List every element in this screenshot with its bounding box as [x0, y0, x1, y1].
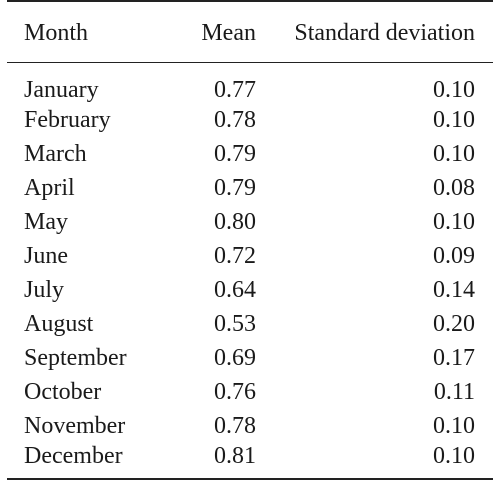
cell-month: October: [24, 379, 102, 405]
cell-mean: 0.53: [214, 311, 256, 337]
cell-standard-deviation: 0.11: [433, 379, 475, 405]
statistics-table-container: Month Mean Standard deviation January 0.…: [7, 0, 493, 480]
cell-mean: 0.78: [214, 107, 256, 133]
table-body: January 0.77 0.10 February 0.78 0.10 Mar…: [7, 63, 493, 479]
table-row: April 0.79 0.08: [7, 171, 493, 205]
table-row: January 0.77 0.10: [7, 63, 493, 104]
cell-month: February: [24, 107, 111, 133]
table-row: March 0.79 0.10: [7, 137, 493, 171]
cell-mean: 0.64: [214, 277, 256, 303]
cell-month: January: [24, 77, 99, 103]
cell-mean: 0.80: [214, 209, 256, 235]
table-row: May 0.80 0.10: [7, 205, 493, 239]
cell-month: September: [24, 345, 127, 371]
cell-standard-deviation: 0.10: [433, 107, 475, 133]
cell-mean: 0.79: [214, 175, 256, 201]
cell-standard-deviation: 0.10: [433, 77, 475, 103]
table-row: June 0.72 0.09: [7, 239, 493, 273]
cell-month: March: [24, 141, 87, 167]
table-row: July 0.64 0.14: [7, 273, 493, 307]
cell-standard-deviation: 0.08: [433, 175, 475, 201]
table-row: August 0.53 0.20: [7, 307, 493, 341]
cell-mean: 0.69: [214, 345, 256, 371]
cell-standard-deviation: 0.10: [433, 443, 475, 469]
header-standard-deviation: Standard deviation: [294, 19, 475, 46]
table-row: October 0.76 0.11: [7, 375, 493, 409]
table-row: September 0.69 0.17: [7, 341, 493, 375]
cell-month: May: [24, 209, 68, 235]
cell-standard-deviation: 0.10: [433, 209, 475, 235]
header-row: Month Mean Standard deviation: [7, 1, 493, 63]
cell-month: August: [24, 311, 94, 337]
cell-standard-deviation: 0.20: [433, 311, 475, 337]
cell-month: April: [24, 175, 75, 201]
cell-month: November: [24, 413, 126, 439]
cell-month: June: [24, 243, 68, 269]
table-row: December 0.81 0.10: [7, 443, 493, 479]
cell-month: July: [24, 277, 65, 303]
cell-mean: 0.76: [214, 379, 256, 405]
header-mean: Mean: [201, 19, 256, 46]
cell-standard-deviation: 0.17: [433, 345, 475, 371]
cell-mean: 0.78: [214, 413, 256, 439]
monthly-statistics-table: Month Mean Standard deviation January 0.…: [7, 0, 493, 480]
cell-standard-deviation: 0.10: [433, 141, 475, 167]
cell-mean: 0.79: [214, 141, 256, 167]
cell-mean: 0.72: [214, 243, 256, 269]
table-row: November 0.78 0.10: [7, 409, 493, 443]
cell-standard-deviation: 0.14: [433, 277, 475, 303]
cell-mean: 0.77: [214, 77, 256, 103]
cell-standard-deviation: 0.09: [433, 243, 475, 269]
header-month: Month: [24, 19, 89, 46]
cell-standard-deviation: 0.10: [433, 413, 475, 439]
table-row: February 0.78 0.10: [7, 103, 493, 137]
table-header: Month Mean Standard deviation: [7, 1, 493, 63]
cell-month: December: [24, 443, 123, 469]
cell-mean: 0.81: [214, 443, 256, 469]
